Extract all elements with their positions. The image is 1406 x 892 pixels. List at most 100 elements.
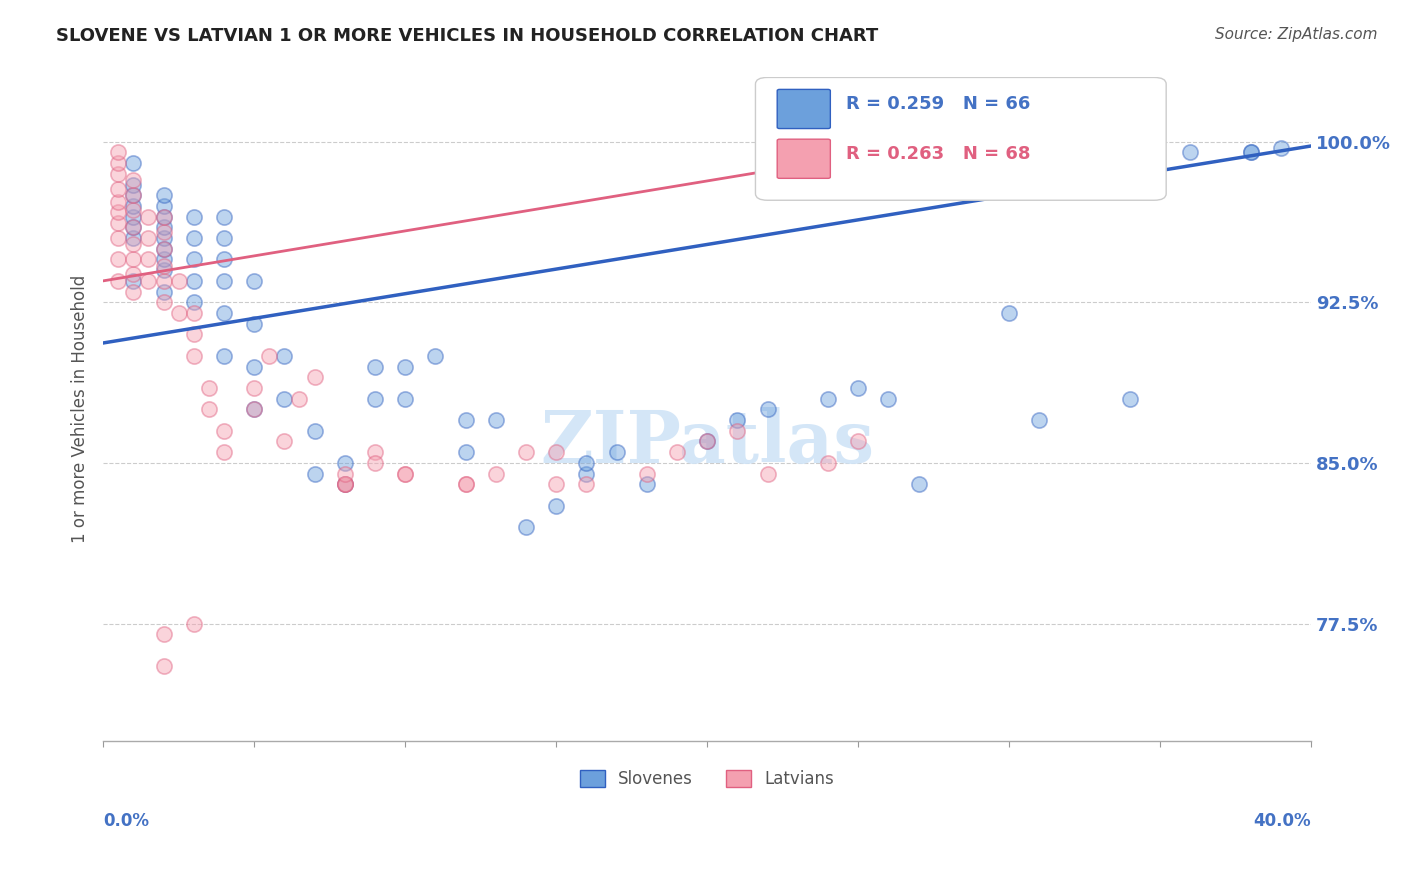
Latvians bbox=[107, 182, 129, 196]
Latvians bbox=[454, 477, 477, 491]
Latvians bbox=[846, 434, 869, 449]
Text: 0.0%: 0.0% bbox=[103, 812, 149, 830]
Slovenes bbox=[183, 231, 205, 245]
Slovenes bbox=[183, 210, 205, 224]
Latvians bbox=[546, 445, 568, 459]
Slovenes bbox=[122, 274, 145, 288]
Slovenes bbox=[877, 392, 900, 406]
Latvians bbox=[152, 210, 174, 224]
Slovenes bbox=[152, 231, 174, 245]
Latvians bbox=[152, 274, 174, 288]
Slovenes bbox=[515, 520, 537, 534]
Slovenes bbox=[243, 359, 266, 374]
Latvians bbox=[575, 477, 598, 491]
Text: Source: ZipAtlas.com: Source: ZipAtlas.com bbox=[1215, 27, 1378, 42]
FancyBboxPatch shape bbox=[755, 78, 1166, 200]
Latvians bbox=[756, 467, 779, 481]
Slovenes bbox=[394, 392, 416, 406]
Slovenes bbox=[1119, 392, 1142, 406]
Slovenes bbox=[152, 263, 174, 277]
Slovenes bbox=[122, 188, 145, 202]
Slovenes bbox=[304, 467, 326, 481]
Slovenes bbox=[212, 252, 235, 267]
Slovenes bbox=[485, 413, 508, 427]
Latvians bbox=[138, 252, 160, 267]
Latvians bbox=[122, 252, 145, 267]
Slovenes bbox=[152, 285, 174, 299]
Latvians bbox=[333, 477, 356, 491]
Latvians bbox=[333, 477, 356, 491]
Latvians bbox=[107, 167, 129, 181]
Latvians bbox=[636, 467, 658, 481]
Slovenes bbox=[152, 220, 174, 235]
Slovenes bbox=[696, 434, 718, 449]
Slovenes bbox=[907, 477, 929, 491]
Latvians bbox=[454, 477, 477, 491]
Latvians bbox=[725, 424, 748, 438]
Latvians bbox=[333, 477, 356, 491]
Latvians bbox=[122, 285, 145, 299]
Latvians bbox=[107, 194, 129, 209]
Latvians bbox=[364, 456, 387, 470]
Latvians bbox=[138, 231, 160, 245]
Latvians bbox=[183, 349, 205, 363]
Slovenes bbox=[212, 349, 235, 363]
Slovenes bbox=[756, 402, 779, 417]
Latvians bbox=[152, 627, 174, 641]
Slovenes bbox=[273, 349, 295, 363]
Slovenes bbox=[333, 456, 356, 470]
Latvians bbox=[107, 252, 129, 267]
Slovenes bbox=[212, 231, 235, 245]
Slovenes bbox=[212, 274, 235, 288]
Slovenes bbox=[122, 178, 145, 192]
Slovenes bbox=[122, 210, 145, 224]
FancyBboxPatch shape bbox=[778, 139, 831, 178]
Text: R = 0.263   N = 68: R = 0.263 N = 68 bbox=[846, 145, 1031, 162]
Latvians bbox=[152, 259, 174, 273]
Text: 40.0%: 40.0% bbox=[1254, 812, 1312, 830]
Slovenes bbox=[998, 306, 1021, 320]
Latvians bbox=[212, 445, 235, 459]
Latvians bbox=[152, 295, 174, 310]
Slovenes bbox=[183, 274, 205, 288]
Latvians bbox=[122, 188, 145, 202]
Latvians bbox=[183, 306, 205, 320]
Slovenes bbox=[152, 252, 174, 267]
Latvians bbox=[665, 445, 688, 459]
Slovenes bbox=[243, 402, 266, 417]
Latvians bbox=[122, 220, 145, 235]
Slovenes bbox=[243, 274, 266, 288]
Latvians bbox=[696, 434, 718, 449]
Latvians bbox=[183, 327, 205, 342]
Slovenes bbox=[1270, 141, 1292, 155]
Slovenes bbox=[243, 317, 266, 331]
Slovenes bbox=[606, 445, 628, 459]
Text: R = 0.259   N = 66: R = 0.259 N = 66 bbox=[846, 95, 1031, 113]
Slovenes bbox=[817, 392, 839, 406]
Latvians bbox=[817, 456, 839, 470]
Slovenes bbox=[122, 199, 145, 213]
Text: SLOVENE VS LATVIAN 1 OR MORE VEHICLES IN HOUSEHOLD CORRELATION CHART: SLOVENE VS LATVIAN 1 OR MORE VEHICLES IN… bbox=[56, 27, 879, 45]
Slovenes bbox=[122, 156, 145, 170]
Slovenes bbox=[212, 210, 235, 224]
Latvians bbox=[122, 268, 145, 282]
Slovenes bbox=[636, 477, 658, 491]
Slovenes bbox=[364, 392, 387, 406]
Slovenes bbox=[152, 210, 174, 224]
Latvians bbox=[107, 205, 129, 219]
Latvians bbox=[304, 370, 326, 384]
Latvians bbox=[288, 392, 311, 406]
Latvians bbox=[212, 424, 235, 438]
Latvians bbox=[364, 445, 387, 459]
Slovenes bbox=[1028, 413, 1050, 427]
Latvians bbox=[107, 216, 129, 230]
Latvians bbox=[107, 145, 129, 160]
FancyBboxPatch shape bbox=[778, 89, 831, 128]
Latvians bbox=[515, 445, 537, 459]
Latvians bbox=[198, 381, 221, 395]
Slovenes bbox=[394, 359, 416, 374]
Latvians bbox=[183, 616, 205, 631]
Slovenes bbox=[575, 456, 598, 470]
Slovenes bbox=[725, 413, 748, 427]
Slovenes bbox=[122, 231, 145, 245]
